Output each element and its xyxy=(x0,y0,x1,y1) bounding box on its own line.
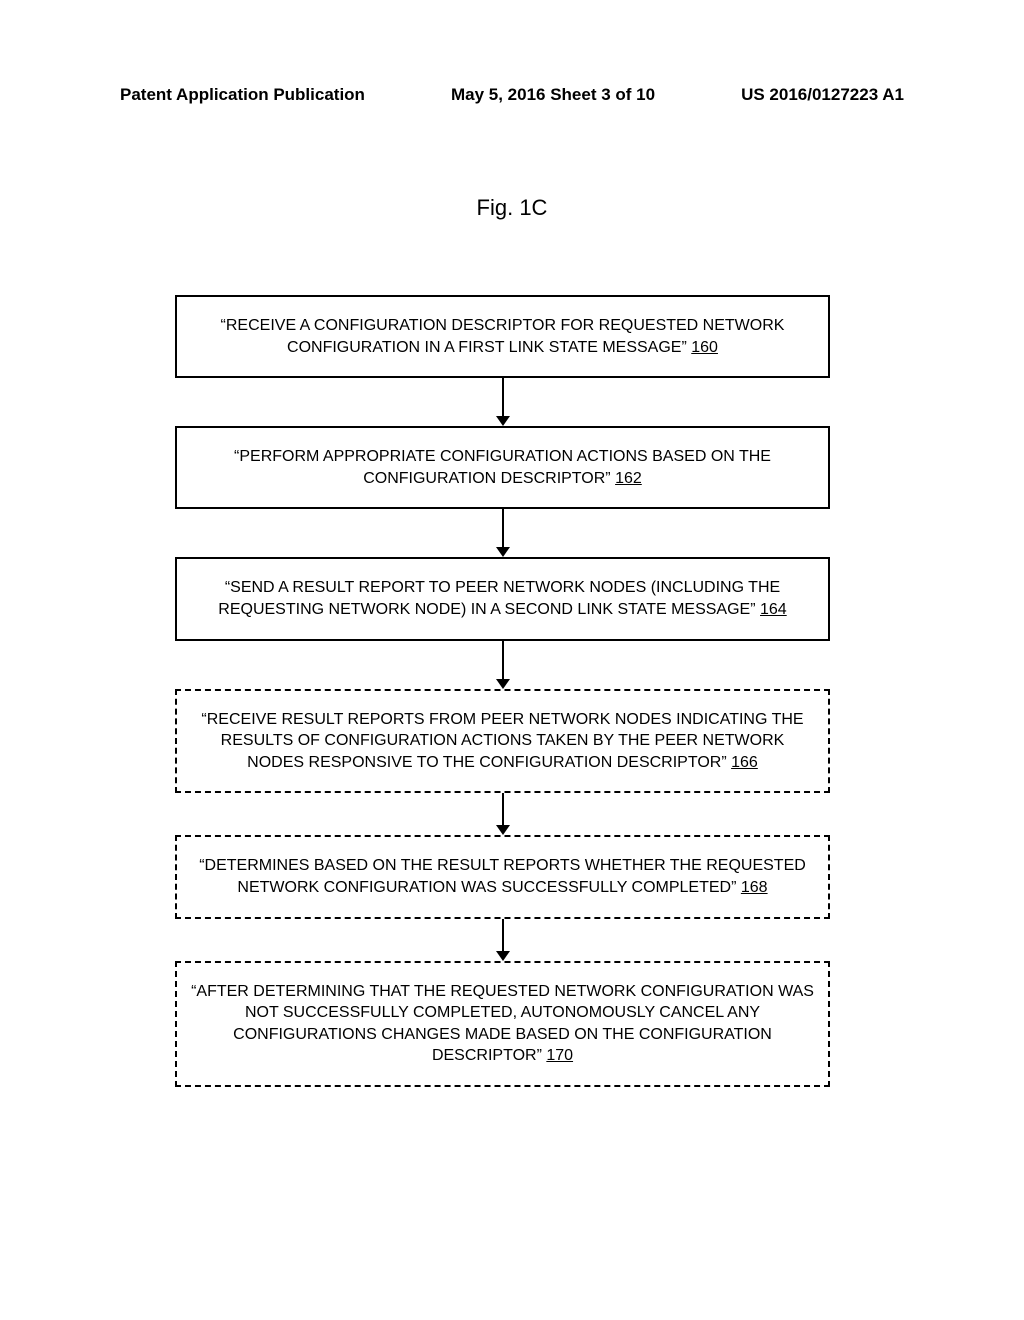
flow-arrow xyxy=(175,509,830,557)
flowchart-step: “DETERMINES BASED ON THE RESULT REPORTS … xyxy=(175,835,830,918)
step-ref: 168 xyxy=(741,879,768,896)
header-center: May 5, 2016 Sheet 3 of 10 xyxy=(451,85,655,105)
header-left: Patent Application Publication xyxy=(120,85,365,105)
flowchart-step: “RECEIVE RESULT REPORTS FROM PEER NETWOR… xyxy=(175,689,830,794)
flow-arrow xyxy=(175,793,830,835)
step-ref: 162 xyxy=(615,470,642,487)
step-ref: 160 xyxy=(691,339,718,356)
flowchart: “RECEIVE A CONFIGURATION DESCRIPTOR FOR … xyxy=(175,295,830,1087)
step-ref: 166 xyxy=(731,754,758,771)
step-text: “RECEIVE RESULT REPORTS FROM PEER NETWOR… xyxy=(201,711,803,771)
flow-arrow xyxy=(175,919,830,961)
step-text: “PERFORM APPROPRIATE CONFIGURATION ACTIO… xyxy=(234,448,771,487)
flowchart-step: “RECEIVE A CONFIGURATION DESCRIPTOR FOR … xyxy=(175,295,830,378)
figure-title: Fig. 1C xyxy=(0,195,1024,221)
header-right: US 2016/0127223 A1 xyxy=(741,85,904,105)
step-text: “AFTER DETERMINING THAT THE REQUESTED NE… xyxy=(191,983,814,1065)
step-text: “DETERMINES BASED ON THE RESULT REPORTS … xyxy=(199,857,806,896)
flow-arrow xyxy=(175,641,830,689)
step-text: “SEND A RESULT REPORT TO PEER NETWORK NO… xyxy=(218,579,780,618)
step-ref: 170 xyxy=(546,1047,573,1064)
flowchart-step: “PERFORM APPROPRIATE CONFIGURATION ACTIO… xyxy=(175,426,830,509)
flowchart-step: “SEND A RESULT REPORT TO PEER NETWORK NO… xyxy=(175,557,830,640)
step-ref: 164 xyxy=(760,601,787,618)
page-header: Patent Application Publication May 5, 20… xyxy=(0,85,1024,105)
flow-arrow xyxy=(175,378,830,426)
flowchart-step: “AFTER DETERMINING THAT THE REQUESTED NE… xyxy=(175,961,830,1087)
